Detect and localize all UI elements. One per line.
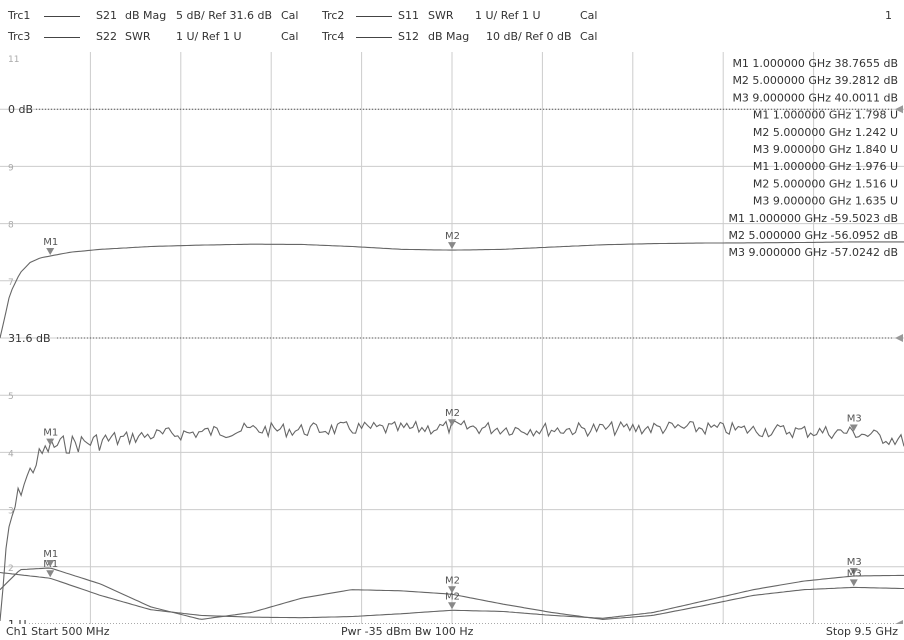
trace-param[interactable]: S21 — [96, 9, 117, 22]
marker-triangle-icon — [46, 247, 55, 255]
y-axis-label: 8 — [8, 221, 14, 231]
marker-table-row: M1 1.000000 GHz 38.7655 dB — [732, 57, 898, 70]
marker-table-row: M2 5.000000 GHz 39.2812 dB — [732, 74, 898, 87]
trace-trc2 — [0, 571, 904, 619]
marker-table-row: M3 9.000000 GHz 1.635 U — [753, 195, 898, 208]
marker-label: M2 — [445, 591, 460, 602]
marker-triangle-icon — [448, 419, 456, 427]
marker-triangle-icon — [448, 242, 456, 250]
marker-triangle-icon — [849, 424, 858, 432]
trace-cal: Cal — [580, 9, 598, 22]
trace-trc3 — [0, 567, 904, 620]
trace-line-icon — [44, 37, 80, 38]
marker-label: M1 — [43, 549, 58, 560]
trace-cal: Cal — [281, 9, 299, 22]
marker-table-row: M3 9.000000 GHz 40.0011 dB — [732, 91, 898, 104]
trace-param[interactable]: S12 — [398, 30, 419, 43]
trace-param[interactable]: S22 — [96, 30, 117, 43]
trace-header: Trc1 S21 dB Mag 5 dB/ Ref 31.6 dB Cal Tr… — [0, 0, 904, 52]
trace-row-2: Trc3 S22 SWR 1 U/ Ref 1 U Cal Trc4 S12 d… — [0, 27, 904, 47]
trace-format[interactable]: SWR — [125, 30, 151, 43]
marker-table-row: M1 1.000000 GHz 1.798 U — [753, 109, 898, 122]
trace-scale[interactable]: 1 U/ Ref 1 U — [176, 30, 242, 43]
y-axis-label: 0 dB — [8, 103, 33, 116]
trace-scale[interactable]: 5 dB/ Ref 31.6 dB — [176, 9, 273, 22]
marker-table-row: M1 1.000000 GHz 1.976 U — [753, 160, 898, 173]
marker-label: M2 — [445, 231, 460, 242]
marker-triangle-icon — [448, 602, 456, 610]
trace-format[interactable]: SWR — [428, 9, 454, 22]
marker-label: M1 — [43, 237, 58, 248]
trace-line-icon — [356, 37, 392, 38]
reference-arrow-icon — [895, 334, 903, 342]
trace-param[interactable]: S11 — [398, 9, 419, 22]
trace-format[interactable]: dB Mag — [125, 9, 167, 22]
trace-plot-area[interactable]: 11 0 dB 9 8 7 31.6 dB 5 4 3 2 1 U M1 M2 M1 M2 M3 M1 M2 M3… — [0, 52, 904, 624]
y-axis-label: 4 — [8, 449, 14, 459]
marker-triangle-icon — [46, 438, 55, 446]
marker-table-row: M2 5.000000 GHz 1.242 U — [753, 126, 898, 139]
y-axis-label: 3 — [8, 507, 14, 517]
marker-table-row: M2 5.000000 GHz -56.0952 dB — [728, 229, 898, 242]
y-axis-label: 7 — [8, 278, 14, 288]
channel-number: 1 — [885, 9, 892, 22]
y-axis-labels: 11 0 dB 9 8 7 31.6 dB 5 4 3 2 1 U — [8, 55, 903, 624]
stop-frequency[interactable]: Stop 9.5 GHz — [825, 625, 898, 638]
trace-name[interactable]: Trc3 — [8, 30, 31, 43]
marker-table-row: M1 1.000000 GHz -59.5023 dB — [728, 212, 898, 225]
marker-triangle-icon — [849, 567, 858, 575]
trace-line-icon — [44, 16, 80, 17]
marker-label: M2 — [445, 575, 460, 586]
y-axis-label: 31.6 dB — [8, 332, 51, 345]
start-frequency[interactable]: Ch1 Start 500 MHz — [6, 625, 110, 638]
y-axis-label: 5 — [8, 392, 14, 402]
trace-format[interactable]: dB Mag — [428, 30, 470, 43]
marker-triangle-icon — [448, 586, 456, 594]
marker-table-row: M2 5.000000 GHz 1.516 U — [753, 177, 898, 190]
marker-label: M3 — [847, 557, 862, 568]
trace-line-icon — [356, 16, 392, 17]
marker-table: M1 1.000000 GHz 38.7655 dB M2 5.000000 GH… — [728, 57, 898, 259]
marker-label: M2 — [445, 408, 460, 419]
status-footer: Ch1 Start 500 MHz Pwr -35 dBm Bw 100 Hz … — [0, 624, 904, 640]
trace-trc1 — [0, 241, 904, 339]
marker-triangle-icon — [849, 579, 858, 587]
trace-scale[interactable]: 10 dB/ Ref 0 dB — [486, 30, 572, 43]
y-axis-label: 11 — [8, 55, 19, 65]
marker-triangle-icon — [46, 570, 55, 578]
reference-arrow-icon — [895, 105, 903, 114]
power-bandwidth[interactable]: Pwr -35 dBm Bw 100 Hz — [341, 625, 474, 638]
marker-table-row: M3 9.000000 GHz 1.840 U — [753, 143, 898, 156]
marker-table-row: M3 9.000000 GHz -57.0242 dB — [728, 246, 898, 259]
reference-arrow-icon — [895, 620, 903, 624]
y-axis-label: 9 — [8, 163, 14, 173]
y-axis-label: 2 — [8, 564, 14, 574]
trace-scale[interactable]: 1 U/ Ref 1 U — [475, 9, 541, 22]
marker-label: M3 — [847, 413, 862, 424]
trace-name[interactable]: Trc1 — [8, 9, 31, 22]
markers: M1M2M1M2M3M1M2M3M1M2M3 — [43, 231, 862, 610]
trace-cal: Cal — [580, 30, 598, 43]
trace-name[interactable]: Trc4 — [322, 30, 345, 43]
trace-row-1: Trc1 S21 dB Mag 5 dB/ Ref 31.6 dB Cal Tr… — [0, 6, 904, 26]
marker-label: M3 — [847, 568, 862, 579]
trace-name[interactable]: Trc2 — [322, 9, 345, 22]
y-axis-label: 1 U — [8, 618, 27, 624]
marker-label: M1 — [43, 428, 58, 439]
trace-cal: Cal — [281, 30, 299, 43]
marker-triangle-icon — [46, 559, 55, 567]
